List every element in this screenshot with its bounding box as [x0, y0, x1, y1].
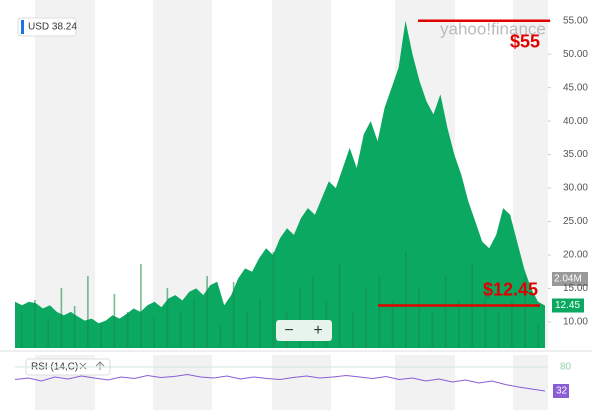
y-tick-label: 10.00	[563, 317, 588, 328]
volume-bar	[458, 300, 460, 348]
y-tick-label: 50.00	[563, 49, 588, 60]
watermark: yahoo!finance	[440, 19, 546, 38]
volume-tag	[552, 272, 588, 286]
y-tick-label: 55.00	[563, 15, 588, 26]
volume-bar	[246, 312, 248, 348]
volume-bar	[272, 252, 275, 348]
zoom-controls	[276, 320, 332, 341]
volume-bar	[206, 276, 208, 348]
volume-bar	[20, 312, 23, 348]
volume-bar	[259, 300, 261, 348]
volume-bar	[140, 264, 142, 348]
price-tag	[552, 298, 584, 313]
volume-bar	[34, 300, 36, 348]
legend-swatch	[21, 20, 24, 34]
zoom-out[interactable]: −	[284, 322, 293, 339]
y-tick-label: 25.00	[563, 216, 588, 227]
volume-bar	[219, 324, 222, 348]
volume-bar	[405, 252, 407, 348]
volume-bar	[232, 282, 235, 348]
legend-box	[17, 17, 77, 37]
volume-bar	[497, 312, 500, 348]
volume-bar	[444, 276, 447, 348]
rsi-move-icon[interactable]	[95, 361, 105, 370]
volume-bar	[431, 312, 434, 348]
y-tick-label: 45.00	[563, 82, 588, 93]
y-tick-label: 15.00	[563, 283, 588, 294]
volume-bar	[166, 288, 169, 348]
volume-bar	[299, 288, 301, 348]
volume-bar	[47, 318, 49, 348]
volume-bar	[113, 294, 116, 348]
volume-bar	[153, 318, 155, 348]
legend-label: USD 38.24	[28, 22, 77, 33]
rsi-tag-label: 32	[556, 386, 568, 397]
background-bands	[35, 0, 548, 410]
volume-bar	[87, 276, 89, 348]
y-tick-label: 35.00	[563, 149, 588, 160]
price-tag-label: 12.45	[555, 300, 580, 311]
volume-bar	[312, 276, 314, 348]
volume-bar	[365, 288, 367, 348]
volume-bar	[73, 306, 76, 348]
volume-bar	[352, 312, 354, 348]
rsi-tick-label: 80	[560, 362, 572, 373]
y-tick-label: 20.00	[563, 250, 588, 261]
price-area	[15, 20, 545, 348]
volume-bar	[511, 300, 513, 348]
volume-bar	[524, 276, 526, 348]
volume-bar	[537, 323, 540, 348]
annotation-label: $55	[510, 31, 540, 51]
volume-bar	[193, 300, 195, 348]
volume-bar	[338, 264, 341, 348]
y-tick-label: 30.00	[563, 183, 588, 194]
volume-bar	[391, 300, 394, 348]
volume-bar	[100, 324, 102, 348]
annotation-label: $12.45	[483, 279, 538, 299]
rsi-close-icon[interactable]	[79, 362, 87, 370]
volume-bar	[418, 288, 420, 348]
y-tick-label: 40.00	[563, 116, 588, 127]
rsi-line	[14, 373, 546, 392]
zoom-in[interactable]: +	[313, 322, 322, 339]
volume-tag-label: 2.04M	[554, 274, 582, 285]
volume-bar	[126, 312, 129, 348]
volume-bar	[484, 288, 487, 348]
rsi-tag	[553, 384, 569, 398]
volume-bar	[179, 312, 182, 348]
volume-bar	[378, 276, 381, 348]
volume-bar	[60, 288, 63, 348]
